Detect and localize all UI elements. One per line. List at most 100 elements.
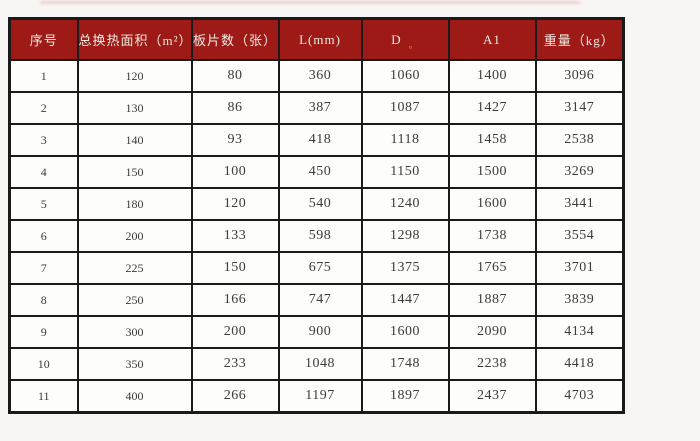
heat-exchanger-spec-table: 序号 总换热面积（m²） 板片数（张） L(mm) D。 A1 重量（kg） 1 120 80 3… [8,17,625,414]
cell-d0: 1118 [360,123,450,157]
cell-plates: 266 [190,379,280,414]
table-row: 1 120 80 360 1060 1400 3096 [8,59,625,93]
cell-l_mm: 387 [277,91,363,125]
cell-a1: 1400 [447,59,537,93]
cell-area: 120 [76,59,193,93]
cell-a1: 1887 [447,283,537,317]
table-row: 5 180 120 540 1240 1600 3441 [8,187,625,221]
column-header-a1: A1 [447,17,537,61]
column-header-area: 总换热面积（m²） [76,17,193,61]
column-header-label: 序号 [29,33,58,48]
cell-area: 150 [76,155,193,189]
cell-index: 9 [8,315,79,349]
column-header-label: 总换热面积（m²） [78,33,192,48]
cell-area: 130 [76,91,193,125]
cell-area: 400 [76,379,193,414]
column-header-label: 重量（kg） [543,33,615,48]
cell-d0: 1600 [360,315,450,349]
cell-index: 11 [8,379,79,414]
cell-l_mm: 418 [277,123,363,157]
table-header: 序号 总换热面积（m²） 板片数（张） L(mm) D 。 A1 重量（kg） [8,17,625,61]
cell-l_mm: 675 [277,251,363,285]
cell-a1: 1458 [447,123,537,157]
table-row: 11 400 266 1197 1897 2437 4703 [8,379,625,414]
table-row: 3 140 93 418 1118 1458 2538 [8,123,625,157]
cell-d0: 1447 [360,283,450,317]
cell-plates: 200 [190,315,280,349]
cell-weight: 3839 [534,283,625,317]
table-row: 6 200 133 598 1298 1738 3554 [8,219,625,253]
cell-plates: 93 [190,123,280,157]
cell-weight: 3269 [534,155,625,189]
cell-weight: 3441 [534,187,625,221]
table-row: 10 350 233 1048 1748 2238 4418 [8,347,625,381]
cell-d0: 1087 [360,91,450,125]
cell-index: 6 [8,219,79,253]
cell-area: 225 [76,251,193,285]
header-row: 序号 总换热面积（m²） 板片数（张） L(mm) D 。 A1 重量（kg） [8,17,625,61]
cell-a1: 1765 [447,251,537,285]
cell-weight: 3701 [534,251,625,285]
cell-a1: 2238 [447,347,537,381]
cell-weight: 3147 [534,91,625,125]
cell-area: 140 [76,123,193,157]
cell-l_mm: 540 [277,187,363,221]
cell-a1: 1600 [447,187,537,221]
column-header-label: D [391,31,402,47]
cell-index: 2 [8,91,79,125]
cell-weight: 4134 [534,315,625,349]
cell-plates: 133 [190,219,280,253]
cell-l_mm: 1197 [277,379,363,414]
table-body: 1 120 80 360 1060 1400 3096 2 130 86 387 1087 1427 31… [8,59,625,414]
cell-l_mm: 598 [277,219,363,253]
column-header-weight: 重量（kg） [534,17,625,61]
cell-plates: 233 [190,347,280,381]
cell-l_mm: 450 [277,155,363,189]
cell-weight: 2538 [534,123,625,157]
cell-index: 3 [8,123,79,157]
cell-index: 10 [8,347,79,381]
cell-weight: 4418 [534,347,625,381]
cell-area: 300 [76,315,193,349]
cell-d0: 1298 [360,219,450,253]
table-row: 7 225 150 675 1375 1765 3701 [8,251,625,285]
cell-l_mm: 360 [277,59,363,93]
cell-d0: 1240 [360,187,450,221]
cell-a1: 1427 [447,91,537,125]
cell-d0: 1748 [360,347,450,381]
scan-artifact [40,1,580,4]
column-header-plates: 板片数（张） [190,17,280,61]
cell-weight: 3096 [534,59,625,93]
d-subscript-circle: 。 [408,39,419,50]
cell-area: 250 [76,283,193,317]
cell-index: 8 [8,283,79,317]
cell-weight: 3554 [534,219,625,253]
column-header-label: L(mm) [299,31,341,47]
table-row: 4 150 100 450 1150 1500 3269 [8,155,625,189]
column-header-label: A1 [483,31,501,47]
column-header-l_mm: L(mm) [277,17,363,61]
cell-plates: 100 [190,155,280,189]
cell-index: 5 [8,187,79,221]
cell-l_mm: 900 [277,315,363,349]
cell-index: 1 [8,59,79,93]
cell-area: 200 [76,219,193,253]
cell-plates: 166 [190,283,280,317]
table-row: 8 250 166 747 1447 1887 3839 [8,283,625,317]
cell-a1: 1500 [447,155,537,189]
cell-d0: 1375 [360,251,450,285]
cell-area: 350 [76,347,193,381]
cell-a1: 2437 [447,379,537,414]
cell-plates: 120 [190,187,280,221]
cell-index: 7 [8,251,79,285]
cell-l_mm: 747 [277,283,363,317]
table-row: 9 300 200 900 1600 2090 4134 [8,315,625,349]
cell-plates: 86 [190,91,280,125]
table-row: 2 130 86 387 1087 1427 3147 [8,91,625,125]
cell-plates: 150 [190,251,280,285]
column-header-label: 板片数（张） [192,33,277,48]
cell-a1: 2090 [447,315,537,349]
cell-l_mm: 1048 [277,347,363,381]
cell-plates: 80 [190,59,280,93]
cell-area: 180 [76,187,193,221]
